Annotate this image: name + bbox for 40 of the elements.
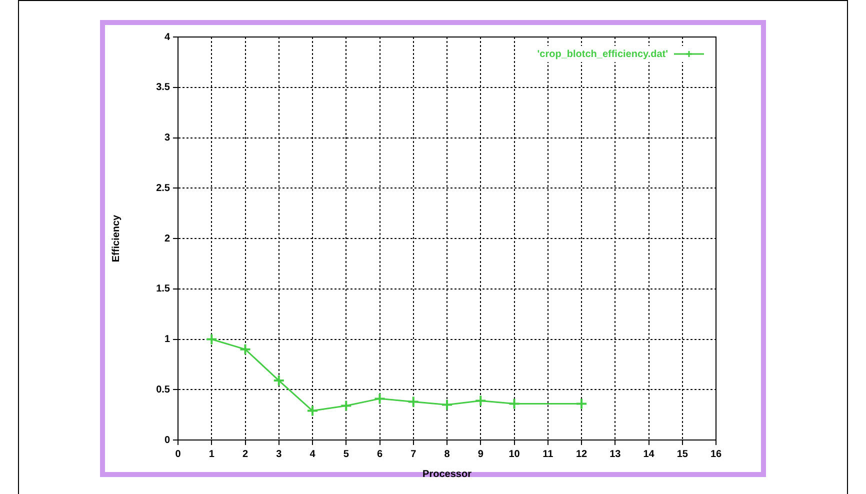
y-tick-label: 0.5 [156, 384, 170, 396]
y-tick-label: 0 [164, 434, 170, 446]
y-tick-label: 1 [164, 334, 170, 345]
x-tick-label: 6 [376, 448, 383, 460]
x-tick-label: 3 [276, 448, 282, 460]
x-tick-label: 9 [478, 448, 484, 460]
legend-label: 'crop_blotch_efficiency.dat' [537, 48, 668, 60]
x-tick-label: 12 [576, 448, 588, 460]
x-tick-label: 2 [242, 448, 248, 460]
x-tick-label: 5 [343, 448, 350, 460]
x-tick-label: 7 [410, 448, 417, 460]
y-axis-title: Efficiency [110, 214, 122, 262]
y-tick-label: 4 [164, 32, 170, 43]
y-tick-label: 3 [164, 132, 170, 144]
x-tick-label: 14 [643, 448, 655, 460]
point [239, 343, 252, 356]
x-tick-label: 11 [542, 448, 554, 460]
y-tick-label: 2.5 [156, 182, 170, 194]
point [576, 398, 588, 410]
point [474, 394, 487, 407]
y-tick-label: 1.5 [156, 284, 170, 295]
x-axis-title: Processor [422, 468, 472, 480]
x-tick-label: 16 [710, 448, 722, 460]
x-tick-label: 0 [175, 448, 182, 460]
point [508, 398, 520, 410]
x-tick-label: 15 [676, 448, 688, 460]
point [272, 374, 285, 387]
point [407, 396, 420, 408]
x-tick-label: 1 [208, 448, 215, 460]
x-tick-label: 10 [508, 448, 520, 460]
point [206, 333, 218, 346]
point [340, 400, 352, 412]
x-tick-label: 4 [310, 448, 316, 460]
point [441, 398, 453, 411]
x-tick-label: 8 [444, 448, 450, 460]
y-tick-label: 3.5 [156, 82, 170, 94]
point [374, 392, 386, 405]
point [306, 404, 318, 417]
x-tick-label: 13 [610, 448, 622, 460]
y-tick-label: 2 [164, 233, 170, 244]
